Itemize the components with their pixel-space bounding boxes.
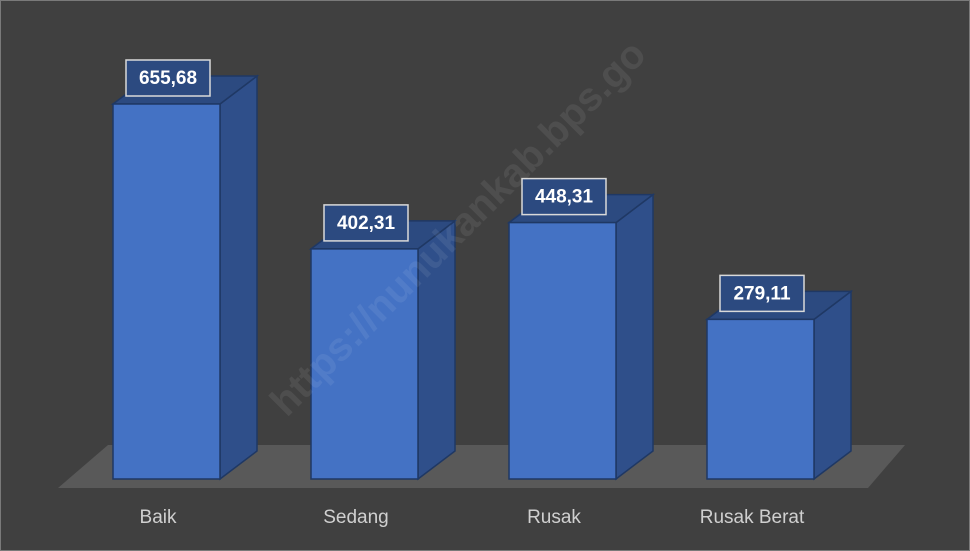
bar-side — [219, 74, 258, 481]
value-label-box — [323, 204, 409, 242]
bar — [706, 318, 815, 480]
x-tick-label: Sedang — [323, 507, 389, 528]
bar — [112, 103, 221, 480]
value-label: 402,31 — [337, 213, 396, 234]
bar-group: 448,31 Rusak — [506, 177, 656, 528]
floor — [58, 445, 905, 488]
bar-group: 279,11 Rusak Berat — [700, 274, 854, 528]
bar-group: 402,31 Sedang — [308, 204, 458, 528]
bars: 655,68 Baik 402,31 Sedang 448,31 Rusak 279,11 R… — [110, 59, 854, 528]
bar — [310, 248, 419, 480]
value-label: 448,31 — [535, 187, 594, 208]
x-tick-label: Baik — [140, 507, 177, 528]
bar-group: 655,68 Baik — [110, 59, 260, 528]
bar — [508, 221, 617, 480]
bar-side — [615, 193, 654, 481]
x-tick-label: Rusak Berat — [700, 507, 805, 528]
value-label-box — [125, 59, 211, 97]
value-label-box — [521, 177, 607, 216]
x-tick-label: Rusak — [527, 507, 581, 528]
bar-side — [813, 289, 852, 481]
value-label-box — [719, 274, 805, 313]
value-label: 279,11 — [733, 283, 790, 304]
value-label: 655,68 — [139, 68, 197, 89]
